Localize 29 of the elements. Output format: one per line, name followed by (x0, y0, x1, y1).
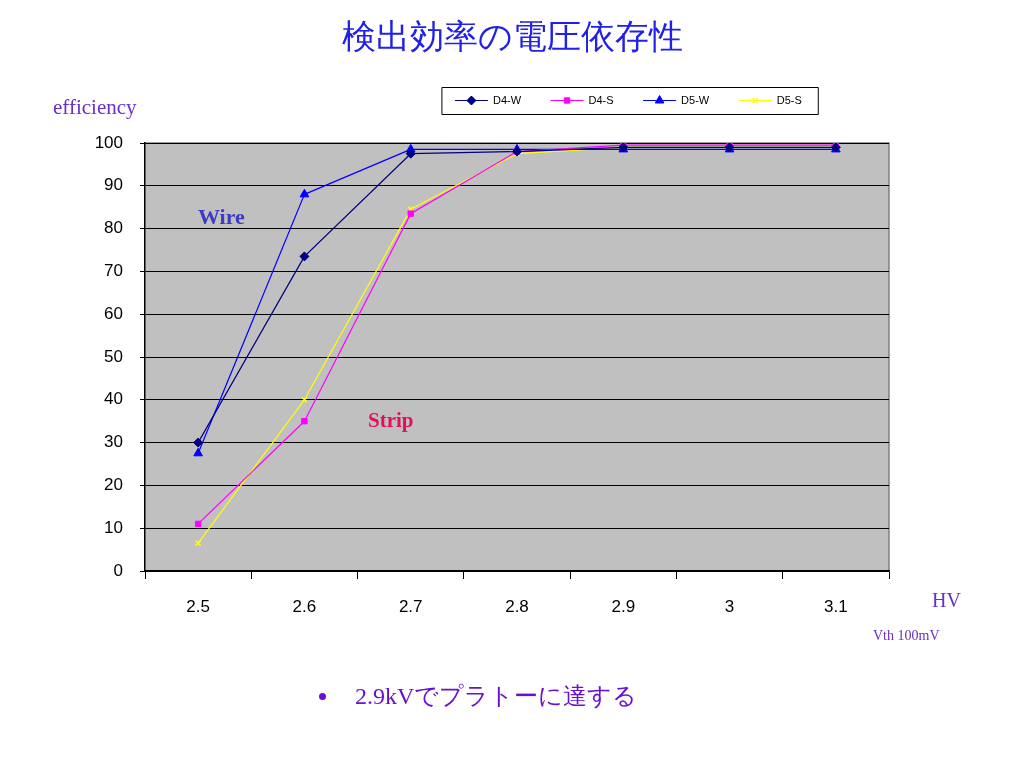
legend-label: D4-S (588, 93, 614, 106)
x-tick-label: 2.6 (292, 596, 317, 616)
x-tick-label: 2.7 (398, 596, 423, 616)
x-tick-label: 3 (724, 596, 735, 616)
y-tick-label: 30 (104, 432, 123, 452)
chart-title: 検出効率の電圧依存性 (340, 16, 684, 57)
y-tick-label: 0 (113, 560, 123, 580)
y-tick-label: 50 (104, 346, 123, 366)
x-axis-title: HV (932, 588, 961, 612)
legend-label: D4-W (492, 93, 522, 106)
x-tick-label: 2.8 (505, 596, 529, 616)
legend-label: D5-W (681, 93, 710, 106)
x-tick-label: 2.5 (186, 596, 210, 616)
legend-label: D5-S (776, 93, 802, 106)
y-tick-label: 20 (104, 475, 123, 495)
y-tick-label: 80 (104, 218, 123, 238)
y-tick-label: 40 (104, 389, 123, 409)
y-axis-title: efficiency (53, 94, 137, 120)
x-tick-label: 3.1 (824, 596, 848, 616)
y-tick-label: 10 (104, 517, 123, 537)
text: 2.9kVでプラトーに達する (355, 682, 638, 711)
annotation: Strip (368, 407, 414, 434)
x-tick-label: 2.9 (611, 596, 636, 616)
y-tick-label: 70 (104, 261, 123, 281)
y-tick-label: 90 (104, 175, 123, 195)
text: Vth 100mV (873, 627, 940, 645)
y-tick-label: 100 (94, 132, 123, 152)
y-tick-label: 60 (104, 303, 123, 323)
annotation: Wire (198, 203, 245, 231)
